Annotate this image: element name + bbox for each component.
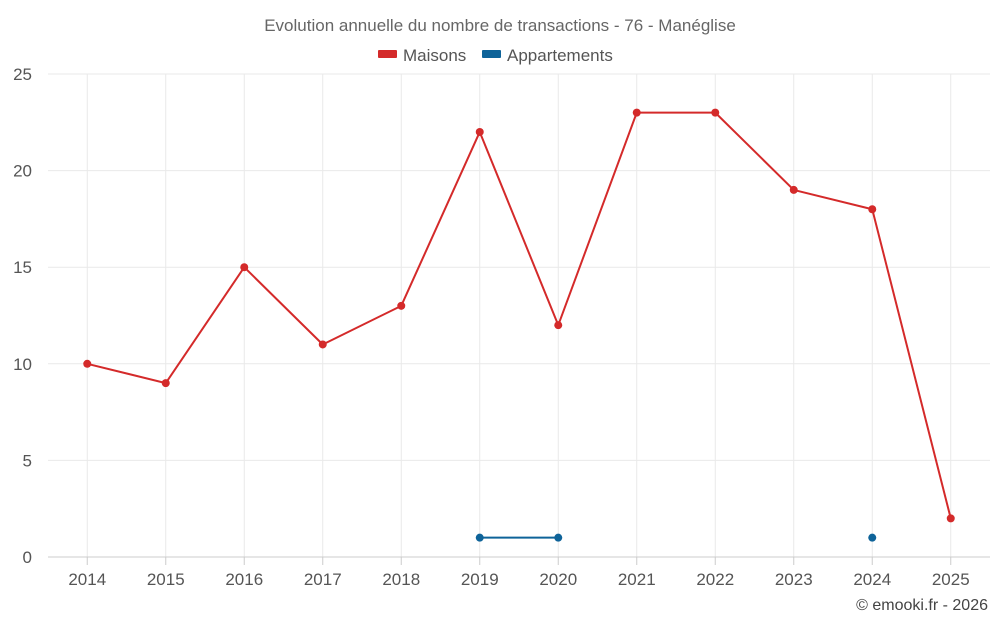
y-tick-label: 0 <box>23 548 32 567</box>
series-line-segment-maisons <box>557 111 638 327</box>
data-point-appartements[interactable] <box>868 533 877 542</box>
data-point-maisons[interactable] <box>711 108 720 117</box>
legend-swatch-appartements <box>482 50 501 58</box>
series-line-segment-maisons <box>243 266 324 346</box>
series <box>83 108 955 542</box>
x-tick-label: 2014 <box>68 570 106 589</box>
legend: Maisons Appartements <box>378 46 613 65</box>
x-tick-label: 2020 <box>539 570 577 589</box>
y-tick-label: 25 <box>13 65 32 84</box>
grid <box>48 73 990 557</box>
x-tick-label: 2025 <box>932 570 970 589</box>
y-tick-label: 5 <box>23 451 32 470</box>
x-tick-label: 2018 <box>382 570 420 589</box>
x-tick-label: 2015 <box>147 570 185 589</box>
data-point-maisons[interactable] <box>161 379 170 388</box>
series-line-segment-maisons <box>321 304 403 346</box>
series-line-segment-maisons <box>871 208 952 520</box>
data-point-maisons[interactable] <box>397 301 406 310</box>
data-point-maisons[interactable] <box>632 108 641 117</box>
series-line-segment-maisons <box>714 111 795 191</box>
data-point-maisons[interactable] <box>554 321 563 330</box>
data-point-maisons[interactable] <box>475 127 484 136</box>
data-point-maisons[interactable] <box>946 514 955 523</box>
x-tick-label: 2021 <box>618 570 656 589</box>
x-tick-label: 2022 <box>696 570 734 589</box>
data-point-maisons[interactable] <box>240 263 249 272</box>
x-tick-label: 2023 <box>775 570 813 589</box>
x-tick-label: 2019 <box>461 570 499 589</box>
data-point-maisons[interactable] <box>318 340 327 349</box>
x-tick-label: 2016 <box>225 570 263 589</box>
series-line-segment-maisons <box>478 130 560 327</box>
data-point-maisons[interactable] <box>868 205 877 214</box>
data-point-maisons[interactable] <box>83 359 92 368</box>
data-point-maisons[interactable] <box>789 185 798 194</box>
data-point-appartements[interactable] <box>554 533 563 542</box>
y-tick-label: 10 <box>13 355 32 374</box>
series-line-segment-maisons <box>792 188 874 211</box>
legend-label-appartements[interactable]: Appartements <box>507 46 613 65</box>
legend-label-maisons[interactable]: Maisons <box>403 46 466 65</box>
x-tick-label: 2024 <box>853 570 891 589</box>
y-tick-label: 15 <box>13 258 32 277</box>
data-point-appartements[interactable] <box>475 533 484 542</box>
y-tick-label: 20 <box>13 162 32 181</box>
series-appartements <box>475 533 877 542</box>
series-line-segment-maisons <box>164 266 246 385</box>
legend-swatch-maisons <box>378 50 397 58</box>
series-maisons <box>83 108 955 523</box>
series-line-segment-maisons <box>86 362 167 385</box>
chart-title: Evolution annuelle du nombre de transact… <box>264 16 736 35</box>
credit-text: © emooki.fr - 2026 <box>856 597 988 614</box>
series-line-segment-maisons <box>400 130 481 307</box>
x-tick-label: 2017 <box>304 570 342 589</box>
